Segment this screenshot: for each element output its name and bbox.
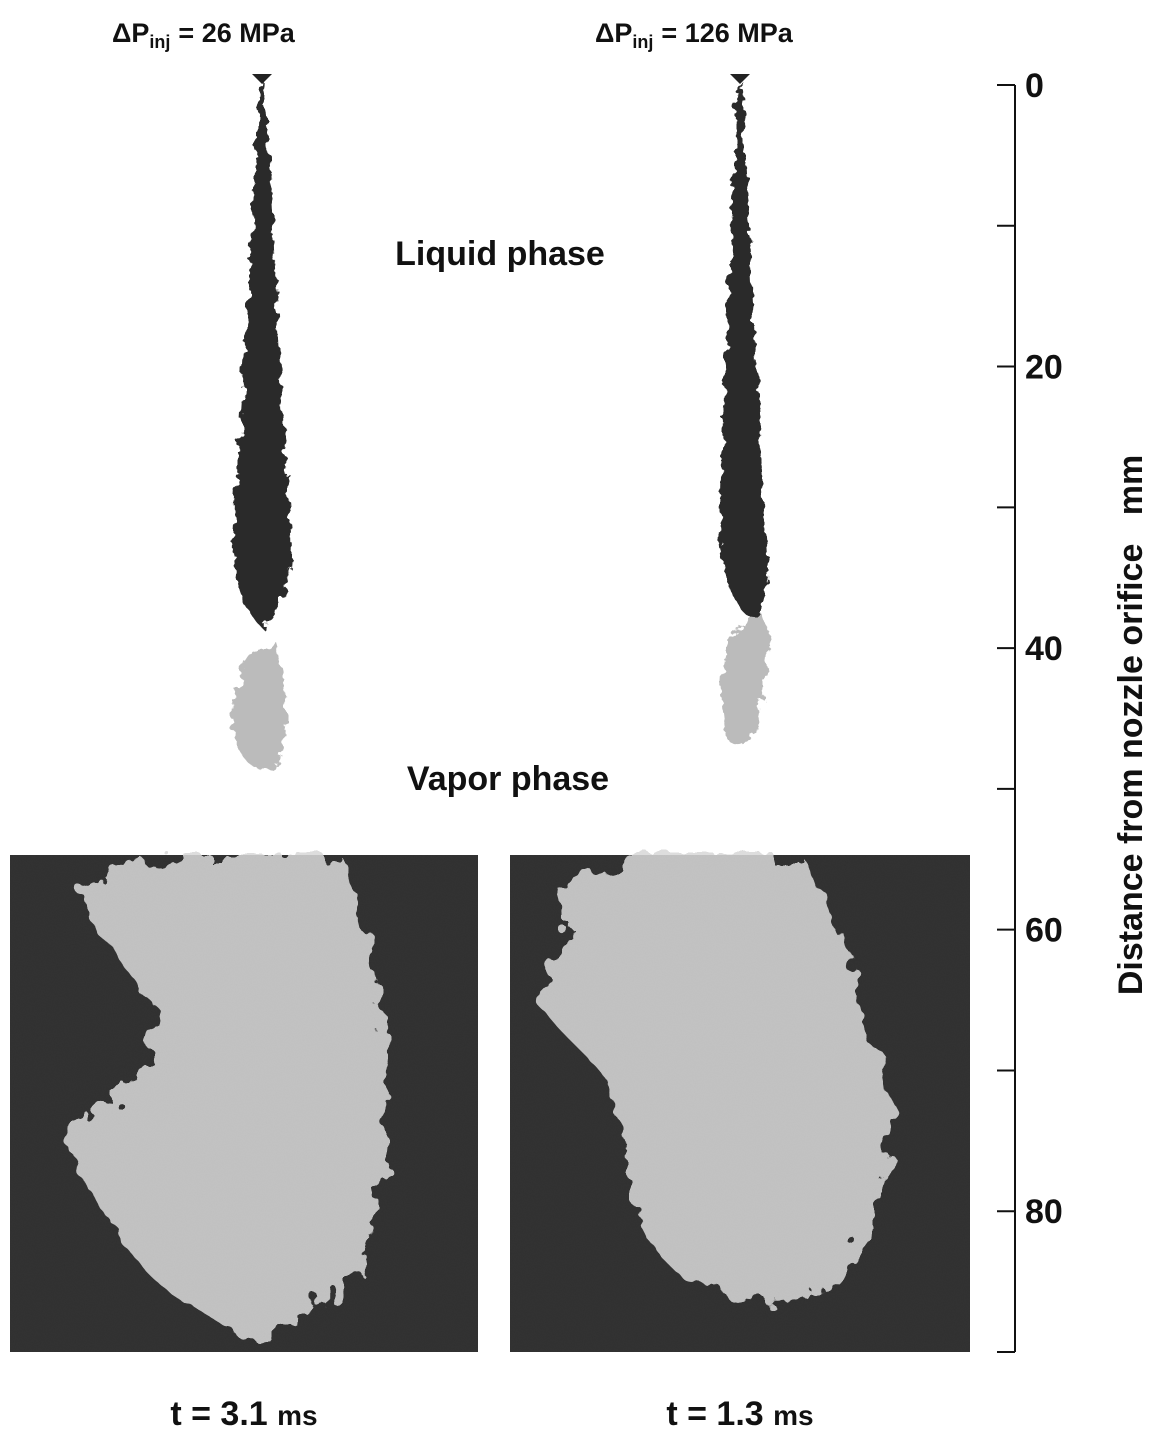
- tick-label: 60: [1025, 912, 1063, 950]
- axis-label: Distance from nozzle orifice mm: [1112, 455, 1150, 995]
- liquid-jet: [232, 74, 292, 770]
- vapor-image: [510, 855, 970, 1352]
- tick-label: 20: [1025, 349, 1063, 387]
- tick-label: 40: [1025, 630, 1063, 668]
- vapor-image: [10, 855, 478, 1352]
- phase-label: Liquid phase: [395, 235, 605, 273]
- time-label: t = 1.3 ms: [666, 1395, 813, 1433]
- tick-label: 0: [1025, 67, 1044, 105]
- time-label: t = 3.1 ms: [170, 1395, 317, 1433]
- liquid-jet: [720, 74, 769, 745]
- tick-label: 80: [1025, 1193, 1063, 1231]
- pressure-label: ΔPinj = 126 MPa: [595, 18, 794, 52]
- phase-label: Vapor phase: [407, 760, 609, 798]
- pressure-label: ΔPinj = 26 MPa: [112, 18, 296, 52]
